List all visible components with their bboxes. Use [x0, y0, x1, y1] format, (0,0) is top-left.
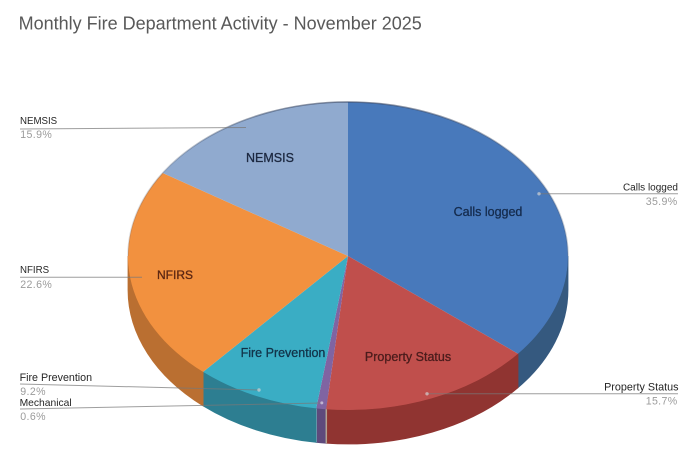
svg-text:Fire Prevention: Fire Prevention	[20, 372, 93, 384]
svg-text:NFIRS: NFIRS	[20, 265, 50, 276]
svg-text:22.6%: 22.6%	[20, 279, 52, 291]
svg-text:0.6%: 0.6%	[20, 411, 46, 423]
svg-text:NEMSIS: NEMSIS	[20, 116, 58, 127]
svg-text:Monthly Fire Department Activi: Monthly Fire Department Activity - Novem…	[19, 14, 422, 34]
svg-text:NEMSIS: NEMSIS	[246, 151, 294, 165]
svg-text:Property Status: Property Status	[604, 382, 679, 394]
svg-text:Fire Prevention: Fire Prevention	[241, 346, 326, 360]
svg-text:9.2%: 9.2%	[20, 386, 46, 398]
svg-text:15.9%: 15.9%	[20, 129, 52, 141]
svg-text:NFIRS: NFIRS	[157, 268, 193, 282]
svg-text:15.7%: 15.7%	[646, 396, 678, 408]
svg-text:Calls logged: Calls logged	[454, 205, 523, 219]
svg-text:Mechanical: Mechanical	[20, 398, 72, 409]
svg-text:Calls logged: Calls logged	[623, 183, 678, 194]
svg-text:Property Status: Property Status	[365, 350, 451, 364]
svg-text:35.9%: 35.9%	[646, 196, 678, 208]
